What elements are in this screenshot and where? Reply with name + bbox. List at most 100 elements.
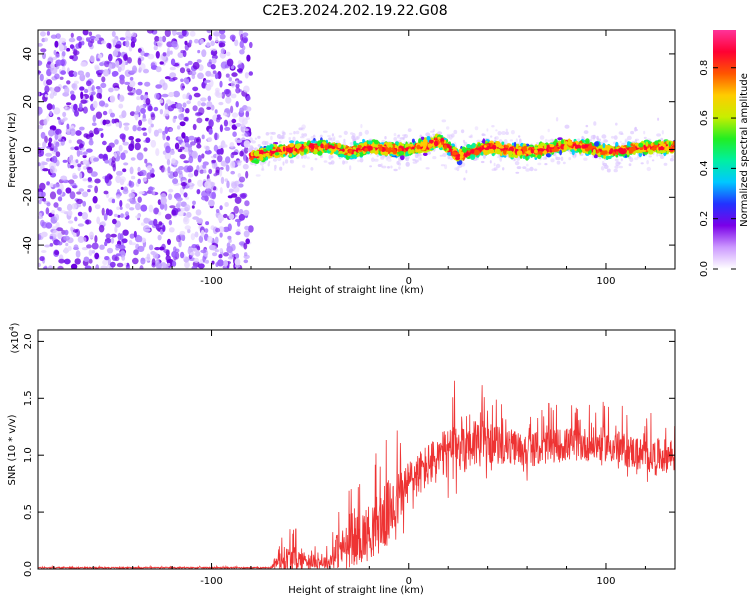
spectrogram-cell xyxy=(527,155,530,160)
spectrogram-cell xyxy=(75,159,79,164)
spectrogram-cell xyxy=(218,226,225,233)
spectrogram-cell xyxy=(202,164,207,169)
spectrogram-cell xyxy=(333,136,336,142)
spectrogram-cell xyxy=(140,222,145,226)
spectrogram-cell xyxy=(77,203,82,208)
spectrogram-cell xyxy=(281,134,284,139)
spectrogram-cell xyxy=(51,155,58,164)
spectrogram-cell xyxy=(282,161,285,166)
spectrogram-y-axis-label: Frequency (Hz) xyxy=(7,112,18,188)
spectrogram-cell xyxy=(427,143,433,149)
spectrogram-cell xyxy=(245,170,249,179)
spectrogram-cell xyxy=(205,145,210,152)
spectrogram-cell xyxy=(82,178,88,182)
spectrogram-cell xyxy=(91,122,97,126)
spectrogram-cell xyxy=(64,229,69,236)
spectrogram-cell xyxy=(41,161,48,166)
spectrogram-cell xyxy=(91,242,99,250)
spectrogram-cell xyxy=(357,145,362,149)
spectrogram-cell xyxy=(195,209,202,216)
spectrogram-cell xyxy=(236,68,243,73)
spectrogram-cell xyxy=(133,230,137,238)
spectrogram-cell xyxy=(76,149,81,157)
spectrogram-cell xyxy=(118,120,122,129)
spectrogram-cell xyxy=(183,116,189,122)
spectrogram-cell xyxy=(601,134,607,139)
spectrogram-cell xyxy=(75,250,81,258)
spectrogram-cell xyxy=(501,131,507,135)
spectrogram-cell xyxy=(568,157,572,161)
spectrogram-cell xyxy=(244,225,250,231)
spectrogram-cell xyxy=(557,137,563,141)
spectrogram-cell xyxy=(102,69,110,77)
spectrogram-cell xyxy=(505,131,509,135)
spectrogram-cell xyxy=(94,252,100,260)
spectrogram-cell xyxy=(476,139,481,143)
spectrogram-cell xyxy=(564,124,570,129)
spectrogram-cell xyxy=(94,37,100,42)
spectrogram-cell xyxy=(244,72,249,79)
spectrogram-cell xyxy=(518,135,521,138)
spectrogram-cell xyxy=(503,139,508,144)
spectrogram-cell xyxy=(119,37,126,41)
spectrogram-cell xyxy=(38,199,42,205)
spectrogram-cell xyxy=(139,265,144,269)
spectrogram-cell xyxy=(113,213,118,218)
snr-x-ticks: -100 0 100 xyxy=(53,330,646,587)
spectrogram-cell xyxy=(338,135,342,138)
spectrogram-cell xyxy=(164,126,169,134)
spectrogram-cell xyxy=(648,149,654,155)
spectrogram-cell xyxy=(82,191,89,198)
spectrogram-cell xyxy=(627,135,632,141)
spectrogram-cell xyxy=(39,256,45,262)
spectrogram-cell xyxy=(458,148,462,154)
spectrogram-cell xyxy=(49,110,53,116)
spectrogram-cell xyxy=(201,134,205,140)
spectrogram-cell xyxy=(45,157,51,162)
spectrogram-cell xyxy=(99,244,105,250)
spectrogram-cell xyxy=(47,61,52,65)
spectrogram-cell xyxy=(302,164,306,168)
spectrogram-cell xyxy=(230,160,236,169)
spectrogram-cell xyxy=(129,166,134,175)
spectrogram-cell xyxy=(659,149,666,154)
spectrogram-cell xyxy=(300,150,305,156)
spectrogram-cell xyxy=(114,226,118,233)
spectrogram-cell xyxy=(108,142,115,148)
spectrogram-cell xyxy=(120,63,126,71)
spectrogram-cell xyxy=(227,223,232,232)
spectrogram-cell xyxy=(640,162,644,165)
spectrogram-cell xyxy=(529,166,534,172)
spectrogram-cell xyxy=(243,153,247,162)
spectrogram-cell xyxy=(288,147,293,154)
spectrogram-cell xyxy=(102,140,107,146)
spectrogram-cell xyxy=(567,140,573,146)
spectrogram-cell xyxy=(137,245,145,252)
spectrogram-cell xyxy=(124,262,127,266)
spectrogram-cell xyxy=(44,94,48,98)
spectrogram-cell xyxy=(172,171,178,178)
spectrogram-cell xyxy=(598,156,602,160)
spectrogram-cell xyxy=(249,145,254,150)
spectrogram-cell xyxy=(77,223,84,227)
spectrogram-cell xyxy=(427,151,431,155)
spectrogram-cell xyxy=(446,135,451,139)
x-tick-label: -100 xyxy=(200,276,223,287)
spectrogram-cell xyxy=(68,156,73,164)
spectrogram-cell xyxy=(154,247,161,251)
spectrogram-cell xyxy=(303,133,308,137)
spectrogram-cell xyxy=(237,60,242,66)
spectrogram-cell xyxy=(338,150,343,154)
spectrogram-cell xyxy=(272,146,276,150)
spectrogram-cell xyxy=(83,256,90,262)
y-tick-label: 0.0 xyxy=(23,561,34,577)
spectrogram-cell xyxy=(620,153,626,157)
spectrogram-cell xyxy=(196,143,202,149)
spectrogram-cell xyxy=(176,235,181,243)
spectrogram-cell xyxy=(604,164,609,169)
spectrogram-cell xyxy=(147,53,155,60)
spectrogram-cell xyxy=(159,109,164,115)
spectrogram-cell xyxy=(219,205,223,211)
spectrogram-cell xyxy=(204,149,212,155)
